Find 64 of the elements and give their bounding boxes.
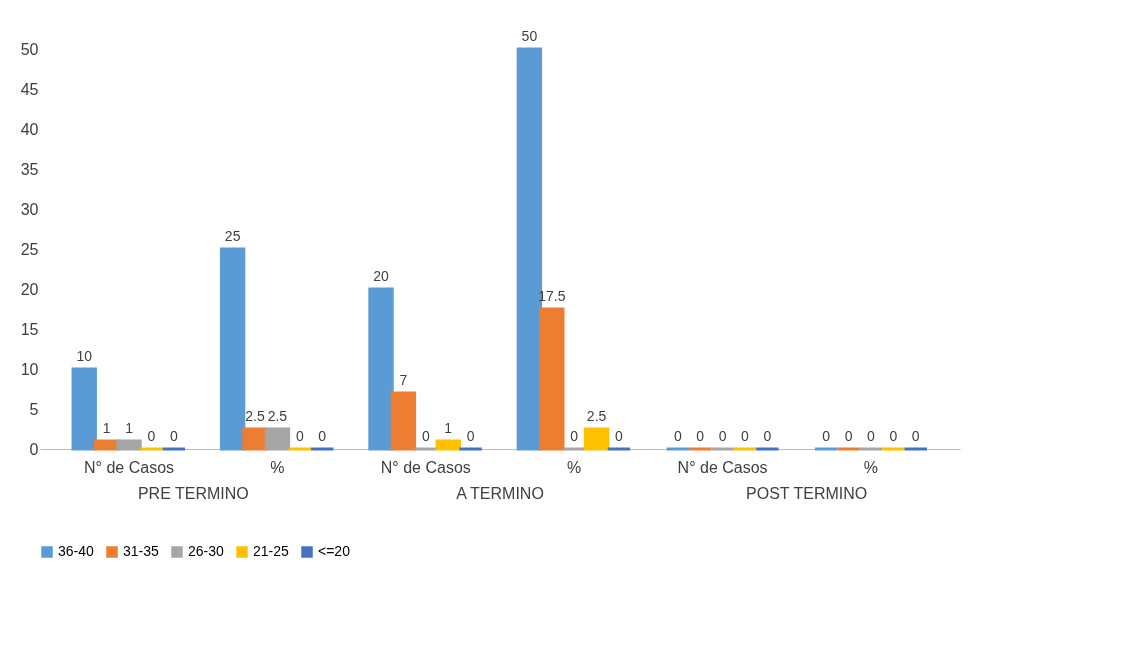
y-tick-label: 50: [20, 40, 39, 58]
data-label: 1: [102, 420, 111, 436]
y-tick-label: 45: [20, 80, 39, 98]
y-tick-label: 0: [29, 440, 39, 458]
y-tick-label: 35: [20, 160, 39, 178]
data-label: 7: [399, 372, 408, 388]
data-label: 10: [76, 348, 93, 364]
y-tick-label: 40: [20, 120, 39, 138]
data-label: 0: [615, 428, 624, 444]
legend-label: 31-35: [123, 543, 160, 559]
data-label: 0: [421, 428, 430, 444]
data-label: 0: [741, 428, 750, 444]
data-label: 0: [889, 428, 898, 444]
data-label: 2.5: [245, 408, 265, 424]
y-tick-label: 25: [20, 240, 39, 258]
data-label: 0: [718, 428, 727, 444]
x-tick-label: %: [863, 458, 879, 476]
y-tick-label: 30: [20, 200, 39, 218]
legend-label: 26-30: [188, 543, 225, 559]
data-label: 0: [147, 428, 156, 444]
bar: [390, 391, 417, 451]
data-label: 0: [763, 428, 772, 444]
data-label: 0: [295, 428, 304, 444]
x-tick-label: N° de Casos: [84, 458, 175, 476]
text: POST TERMINO: [746, 485, 868, 502]
text: PRE TERMINO: [137, 485, 249, 502]
data-label: 2.5: [267, 408, 288, 424]
data-label: 0: [318, 428, 327, 444]
data-label: 0: [570, 428, 579, 444]
y-tick-label: 5: [29, 400, 39, 418]
y-tick-label: 15: [20, 320, 39, 338]
bar: [435, 439, 461, 451]
bar: [242, 427, 268, 451]
data-label: 25: [224, 228, 241, 244]
data-label: 0: [844, 428, 853, 444]
legend-label: 36-40: [58, 543, 95, 559]
bar: [583, 427, 610, 451]
data-label: 50: [521, 28, 538, 44]
data-label: 20: [373, 268, 390, 284]
bar: [116, 439, 142, 451]
legend-label: <=20: [318, 543, 351, 559]
data-label: 0: [673, 428, 682, 444]
bar: [264, 427, 291, 451]
data-label: 1: [125, 420, 134, 436]
data-label: 2.5: [586, 408, 607, 424]
bar: [368, 287, 394, 451]
data-label: 0: [466, 428, 475, 444]
bar: [539, 307, 565, 451]
legend-label: 21-25: [253, 543, 290, 559]
x-tick-label: N° de Casos: [380, 458, 471, 476]
y-tick-label: 20: [20, 280, 39, 298]
data-label: 0: [867, 428, 876, 444]
data-label: 0: [696, 428, 705, 444]
data-label: 0: [822, 428, 831, 444]
data-label: 0: [169, 428, 178, 444]
bar: [71, 367, 97, 451]
x-tick-label: %: [270, 458, 285, 476]
text: A TERMINO: [456, 485, 544, 502]
x-tick-label: N° de Casos: [677, 458, 768, 476]
bar: [219, 247, 246, 451]
data-label: 0: [911, 428, 920, 444]
data-label: 1: [444, 420, 453, 436]
y-tick-label: 10: [20, 360, 39, 378]
x-tick-label: %: [567, 458, 582, 476]
